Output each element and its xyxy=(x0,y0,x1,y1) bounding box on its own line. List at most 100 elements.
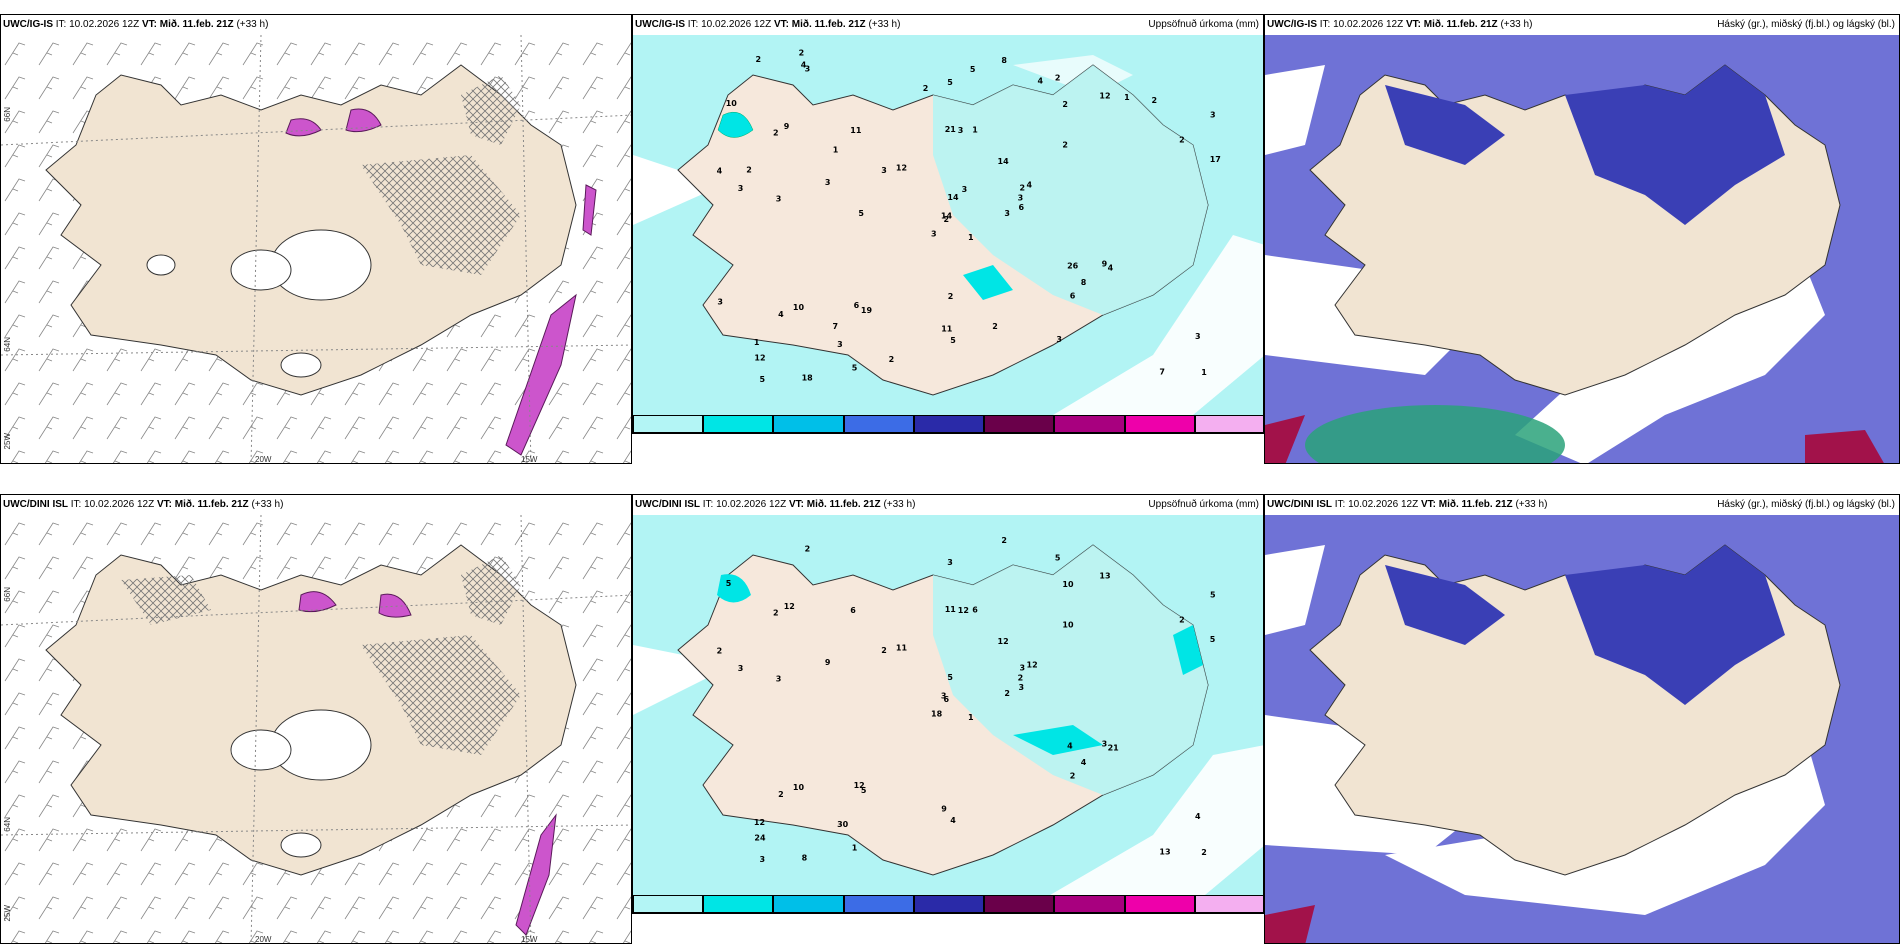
lon-label-20: 20W xyxy=(255,935,272,944)
precip-value: 2 xyxy=(1201,848,1207,857)
precip-value: 3 xyxy=(1056,335,1062,344)
legend-swatch xyxy=(1194,895,1263,913)
lon-label-25: 25W xyxy=(3,905,12,922)
precip-value: 13 xyxy=(1099,572,1110,581)
precip-value: 3 xyxy=(1102,739,1108,748)
precip-value: 10 xyxy=(726,99,738,108)
precip-value: 6 xyxy=(972,606,978,615)
precip-value: 1 xyxy=(852,844,858,853)
lon-label-20: 20W xyxy=(255,455,272,464)
precip-value: 3 xyxy=(941,692,947,701)
precip-value: 2 xyxy=(756,55,762,64)
precip-value: 30 xyxy=(837,820,849,829)
precip-value: 3 xyxy=(805,65,811,74)
lon-label-25: 25W xyxy=(3,433,12,450)
precip-value: 9 xyxy=(1102,259,1108,268)
precip-value: 1 xyxy=(968,713,974,722)
precip-value: 3 xyxy=(738,184,744,193)
precip-value: 18 xyxy=(802,373,814,382)
precip-value: 19 xyxy=(861,306,873,315)
precip-value: 2 xyxy=(1062,141,1068,150)
legend-swatch xyxy=(1124,895,1195,913)
panel-subtitle: Uppsöfnuð úrkoma (mm) xyxy=(1148,499,1259,510)
precip-value: 2 xyxy=(1001,536,1007,545)
precip-blob xyxy=(345,108,382,133)
precip-value: 4 xyxy=(801,60,807,69)
precip-value: 5 xyxy=(1210,590,1216,599)
panel-subtitle: Háský (gr.), miðský (fj.bl.) og lágský (… xyxy=(1717,499,1895,510)
legend-swatch xyxy=(984,415,1055,433)
precip-value: 2 xyxy=(948,292,954,301)
precip-value: 5 xyxy=(760,375,766,384)
precip-value: 12 xyxy=(784,602,795,611)
panel-clouds-bottom: UWC/DINI ISL IT: 10.02.2026 12Z VT: Mið.… xyxy=(1264,494,1900,944)
precip-value: 11 xyxy=(896,644,908,653)
precip-value: 1 xyxy=(972,126,978,135)
precip-value: 10 xyxy=(793,303,805,312)
precip-value: 2 xyxy=(717,647,723,656)
precip-value: 21 xyxy=(1108,743,1120,752)
precip-value: 2 xyxy=(778,790,784,799)
precip-value: 3 xyxy=(760,855,766,864)
legend-swatch xyxy=(984,895,1055,913)
wind-map-bottom xyxy=(1,515,631,943)
legend-swatch xyxy=(913,415,985,433)
legend-swatch xyxy=(1054,895,1125,913)
precip-value: 2 xyxy=(992,322,998,331)
precip-value: 2 xyxy=(944,215,950,224)
precip-value: 5 xyxy=(1055,553,1061,562)
precip-value: 2 xyxy=(773,609,779,618)
precip-value: 1 xyxy=(1201,368,1207,377)
precip-value: 2 xyxy=(799,48,805,57)
panel-clouds-top: UWC/IG-IS IT: 10.02.2026 12Z VT: Mið. 11… xyxy=(1264,14,1900,464)
precip-value: 2 xyxy=(1062,100,1068,109)
precip-value: 1 xyxy=(1124,93,1130,102)
precip-value: 2 xyxy=(1070,771,1076,780)
precip-value: 3 xyxy=(1004,209,1010,218)
precip-value: 4 xyxy=(717,167,723,176)
precip-value: 2 xyxy=(805,545,811,554)
precip-value: 14 xyxy=(941,212,953,221)
precip-value: 1 xyxy=(968,233,974,242)
precip-value: 17 xyxy=(1210,155,1221,164)
precip-value: 26 xyxy=(1067,262,1079,271)
precip-value: 9 xyxy=(825,658,831,667)
precip-value: 4 xyxy=(1081,758,1087,767)
precip-value: 12 xyxy=(754,354,765,363)
precip-value: 1 xyxy=(833,146,839,155)
precip-value: 2 xyxy=(1152,96,1158,105)
precip-value: 12 xyxy=(958,606,969,615)
precip-value: 8 xyxy=(1001,56,1007,65)
legend-swatch xyxy=(633,415,704,433)
legend-swatch xyxy=(703,415,774,433)
precip-value: 5 xyxy=(947,78,953,87)
precip-value: 6 xyxy=(854,301,860,310)
precip-value: 12 xyxy=(1099,92,1110,101)
panel-title: UWC/IG-IS IT: 10.02.2026 12Z VT: Mið. 11… xyxy=(635,19,901,30)
precip-value: 4 xyxy=(1195,812,1201,821)
precip-value: 3 xyxy=(837,340,843,349)
panel-subtitle: Háský (gr.), miðský (fj.bl.) og lágský (… xyxy=(1717,19,1895,30)
precip-legend: 110255075100150200400 xyxy=(633,895,1263,913)
precip-value: 5 xyxy=(970,65,976,74)
precip-value: 1 xyxy=(754,338,760,347)
precip-value: 2 xyxy=(1179,135,1185,144)
precip-value: 5 xyxy=(950,336,956,345)
precip-value: 3 xyxy=(881,166,887,175)
lat-label-64: 64N xyxy=(3,817,12,832)
precip-value: 14 xyxy=(947,193,959,202)
precip-value: 8 xyxy=(1081,278,1087,287)
precip-value: 6 xyxy=(1070,291,1076,300)
precip-map-bottom: 1261235561022235181081112101124301212211… xyxy=(633,515,1263,913)
precip-value: 3 xyxy=(1195,332,1201,341)
precip-value: 4 xyxy=(950,816,956,825)
precip-value: 3 xyxy=(825,178,831,187)
precip-value: 4 xyxy=(1038,77,1044,86)
precip-value: 5 xyxy=(1210,635,1216,644)
legend-swatch xyxy=(1194,415,1263,433)
precip-value: 3 xyxy=(962,185,968,194)
precip-value: 3 xyxy=(1210,110,1216,119)
precip-legend: 110255075100150200400 xyxy=(633,415,1263,433)
legend-swatch xyxy=(913,895,985,913)
precip-value: 5 xyxy=(858,209,864,218)
